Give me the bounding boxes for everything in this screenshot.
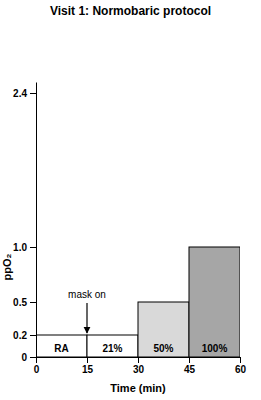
tick: 0.2	[13, 330, 36, 341]
title: Visit 1: Normobaric protocol	[50, 4, 211, 18]
bar	[36, 335, 87, 357]
tick-label: 0.2	[13, 330, 27, 341]
tick-mark	[30, 335, 36, 336]
tick-label: 0	[34, 364, 40, 375]
bar	[87, 335, 138, 357]
bar-label: 50%	[153, 343, 173, 354]
tick: 1.0	[13, 242, 36, 253]
tick-label: 0.5	[13, 297, 27, 308]
tick-label: 1.0	[13, 242, 27, 253]
tick: 0.5	[13, 297, 36, 308]
axis-line	[36, 83, 37, 358]
tick: 0	[34, 357, 40, 375]
bar-label: 100%	[202, 343, 228, 354]
tick-label: 2.4	[13, 88, 27, 99]
tick-label: 60	[235, 364, 247, 375]
tick: 15	[82, 357, 94, 375]
tick: 0	[21, 352, 36, 363]
bar-label: RA	[54, 343, 68, 354]
tick-mark	[87, 357, 88, 363]
y-axis-title: ppO₂	[1, 253, 13, 280]
tick-label: 0	[21, 352, 27, 363]
bar-label: 21%	[102, 343, 122, 354]
bar	[189, 247, 240, 357]
bar	[138, 302, 189, 357]
tick: 60	[235, 357, 247, 375]
tick-mark	[30, 247, 36, 248]
tick-label: 30	[133, 364, 145, 375]
y-axis: 0 0.2 0.5 1.0 2.4	[13, 83, 36, 363]
tick: 45	[184, 357, 196, 375]
chart: Visit 1: Normobaric protocol RA 21% 50% 100%…	[0, 0, 261, 400]
tick-mark	[36, 357, 37, 363]
annotation: mask on	[68, 289, 106, 300]
x-axis: 0 15 30 45 60	[34, 357, 247, 375]
tick: 30	[133, 357, 145, 375]
tick-mark	[30, 302, 36, 303]
annotation-arrow	[86, 303, 87, 333]
tick-label: 15	[82, 364, 94, 375]
plot-area	[36, 247, 240, 357]
tick-label: 45	[184, 364, 196, 375]
tick-mark	[189, 357, 190, 363]
bar-labels: RA 21% 50% 100%	[54, 343, 227, 354]
tick-mark	[240, 357, 241, 363]
tick-mark	[30, 93, 36, 94]
tick-mark	[138, 357, 139, 363]
x-axis-title: Time (min)	[110, 382, 166, 394]
tick-mark	[30, 357, 36, 358]
tick: 2.4	[13, 88, 36, 99]
